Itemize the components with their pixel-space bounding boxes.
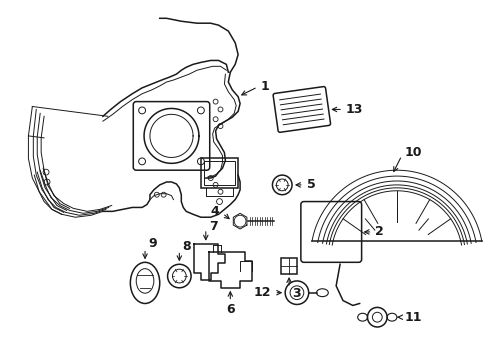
Text: 4: 4 [211,205,220,218]
Bar [204,161,235,185]
Text: 9: 9 [148,237,157,250]
Text: 10: 10 [405,146,422,159]
Text: 11: 11 [405,311,422,324]
Text: 2: 2 [375,225,384,238]
Bar [281,258,297,274]
Text: 5: 5 [307,179,316,192]
Text: 8: 8 [182,240,191,253]
Text: 1: 1 [261,80,270,93]
Text: 12: 12 [254,286,271,299]
Bar [201,158,238,188]
Text: 13: 13 [346,103,363,116]
Text: 7: 7 [209,220,218,233]
Text: 6: 6 [226,303,235,316]
Text: 3: 3 [292,287,301,300]
